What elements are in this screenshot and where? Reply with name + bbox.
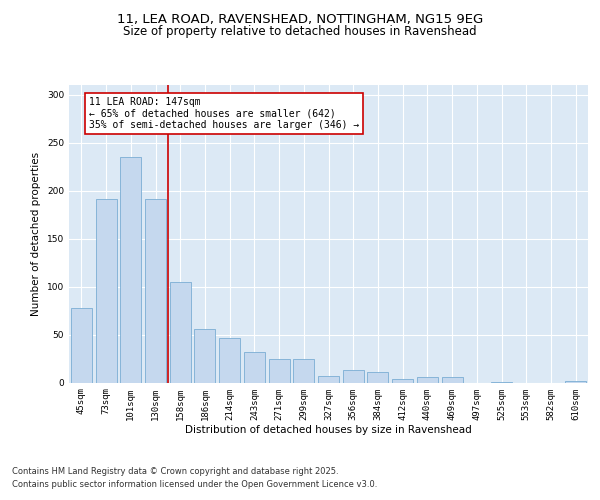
- Bar: [367, 372, 388, 382]
- Text: Contains HM Land Registry data © Crown copyright and database right 2025.: Contains HM Land Registry data © Crown c…: [12, 467, 338, 476]
- Bar: [442, 376, 463, 382]
- Y-axis label: Number of detached properties: Number of detached properties: [31, 152, 41, 316]
- Bar: [318, 376, 339, 382]
- Bar: [71, 308, 92, 382]
- Bar: [194, 329, 215, 382]
- Text: Size of property relative to detached houses in Ravenshead: Size of property relative to detached ho…: [123, 25, 477, 38]
- Bar: [244, 352, 265, 382]
- Bar: [392, 378, 413, 382]
- Bar: [95, 199, 116, 382]
- Bar: [219, 338, 240, 382]
- Text: 11 LEA ROAD: 147sqm
← 65% of detached houses are smaller (642)
35% of semi-detac: 11 LEA ROAD: 147sqm ← 65% of detached ho…: [89, 96, 359, 130]
- Bar: [417, 376, 438, 382]
- Bar: [565, 380, 586, 382]
- Bar: [170, 282, 191, 382]
- Bar: [343, 370, 364, 382]
- Text: Contains public sector information licensed under the Open Government Licence v3: Contains public sector information licen…: [12, 480, 377, 489]
- Bar: [269, 360, 290, 382]
- Text: 11, LEA ROAD, RAVENSHEAD, NOTTINGHAM, NG15 9EG: 11, LEA ROAD, RAVENSHEAD, NOTTINGHAM, NG…: [117, 12, 483, 26]
- Bar: [293, 360, 314, 382]
- X-axis label: Distribution of detached houses by size in Ravenshead: Distribution of detached houses by size …: [185, 425, 472, 435]
- Bar: [120, 157, 141, 382]
- Bar: [145, 199, 166, 382]
